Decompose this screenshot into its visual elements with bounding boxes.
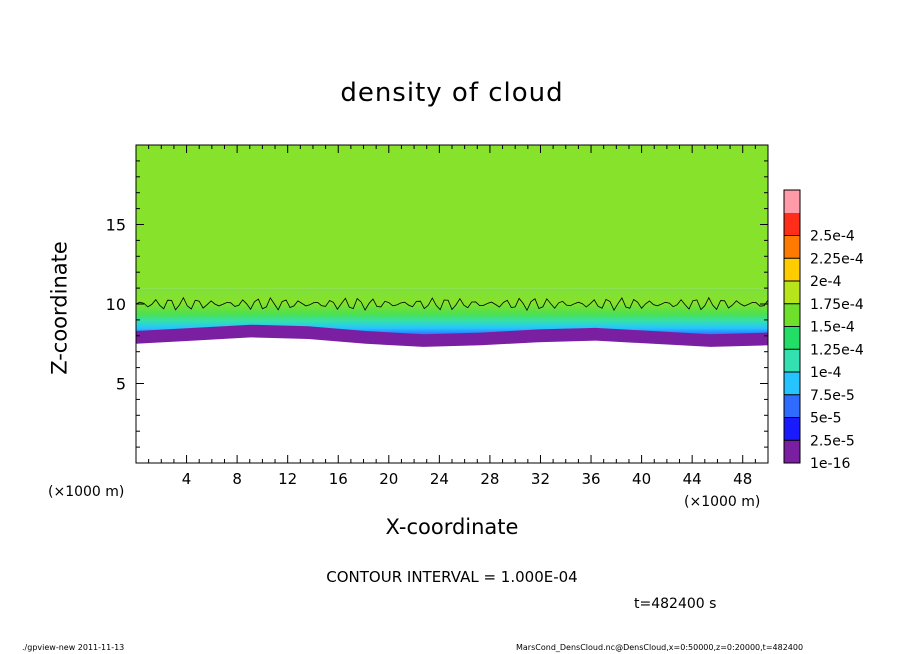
colorbar-label: 7.5e-5 <box>810 388 855 404</box>
cloud-base-layer <box>136 324 768 347</box>
colorbar-segment <box>784 190 800 213</box>
x-tick-label: 36 <box>581 470 600 488</box>
y-axis-label: Z-coordinate <box>47 241 72 375</box>
y-tick-label: 5 <box>116 375 126 394</box>
y-tick-label: 10 <box>106 295 126 314</box>
x-tick-label: 32 <box>531 470 550 488</box>
contour-interval-text: CONTOUR INTERVAL = 1.000E-04 <box>326 568 578 586</box>
colorbar-segment <box>784 281 800 304</box>
x-tick-label: 20 <box>379 470 398 488</box>
colorbar-segment <box>784 394 800 418</box>
x-tick-label: 12 <box>278 470 297 488</box>
y-tick-label: 15 <box>106 216 126 235</box>
colorbar-label: 2.5e-5 <box>810 433 855 449</box>
colorbar: 1e-16 2.5e-5 5e-5 7.5e-5 1e-4 1.25e-4 1.5e-4 1.… <box>783 189 864 472</box>
x-axis-label: X-coordinate <box>385 515 519 539</box>
colorbar-segment <box>784 326 800 350</box>
upper-cloud-region <box>136 145 768 289</box>
colorbar-label: 1e-16 <box>810 456 850 472</box>
x-tick-label: 24 <box>430 470 449 488</box>
colorbar-segment <box>784 303 800 327</box>
x-tick-label: 48 <box>733 470 752 488</box>
x-axis: 4 8 12 16 20 24 28 32 36 40 44 48 <box>148 145 756 488</box>
colorbar-label: 2.5e-4 <box>810 229 855 245</box>
colorbar-label: 5e-5 <box>810 411 841 427</box>
x-unit-label-right: (×1000 m) <box>684 494 761 510</box>
heatmap-field <box>136 145 768 347</box>
x-tick-label: 8 <box>232 470 242 488</box>
x-unit-label-left: (×1000 m) <box>48 484 125 500</box>
footer-left: ./gpview-new 2011-11-13 <box>22 643 125 652</box>
colorbar-label: 1.5e-4 <box>810 320 855 336</box>
x-tick-label: 4 <box>182 470 192 488</box>
colorbar-segment <box>784 349 800 372</box>
colorbar-segment <box>784 235 800 259</box>
colorbar-segment <box>784 417 800 441</box>
footer-right: MarsCond_DensCloud.nc@DensCloud,x=0:5000… <box>516 643 804 652</box>
colorbar-label: 2.25e-4 <box>810 251 864 267</box>
colorbar-segment <box>784 258 800 281</box>
x-tick-label: 16 <box>329 470 348 488</box>
chart-title: density of cloud <box>340 78 564 108</box>
contour-line-1e-4 <box>135 296 769 312</box>
y-axis: 5 10 15 <box>106 160 768 448</box>
colorbar-label: 2e-4 <box>810 274 842 290</box>
colorbar-label: 1e-4 <box>810 365 842 381</box>
x-tick-label: 28 <box>480 470 499 488</box>
colorbar-segment <box>784 440 800 463</box>
contour-path <box>135 296 769 312</box>
x-tick-label: 40 <box>632 470 651 488</box>
colorbar-label: 1.75e-4 <box>810 297 864 313</box>
colorbar-segment <box>784 372 800 395</box>
time-label: t=482400 s <box>634 596 717 612</box>
x-tick-label: 44 <box>683 470 702 488</box>
colorbar-label: 1.25e-4 <box>810 342 864 358</box>
colorbar-segment <box>784 212 800 236</box>
